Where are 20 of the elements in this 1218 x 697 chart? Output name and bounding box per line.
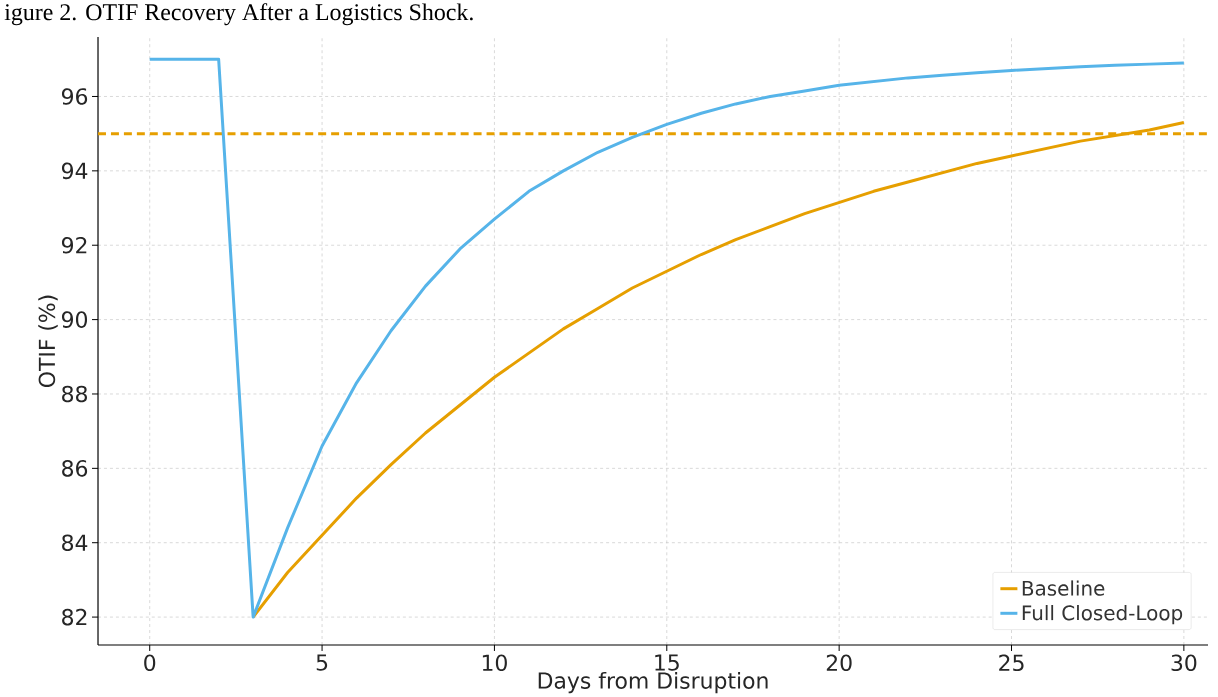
y-tick-label: 88 xyxy=(62,385,87,403)
x-tick-label: 20 xyxy=(826,654,852,672)
y-tick-label: 96 xyxy=(61,88,88,105)
y-tick-label: 82 xyxy=(62,608,87,626)
legend-label: Baseline xyxy=(1022,580,1105,596)
y-tick-label: 94 xyxy=(61,162,88,180)
y-tick-label: 86 xyxy=(62,460,88,477)
x-tick-label: 30 xyxy=(1171,654,1197,672)
y-tick-label: 84 xyxy=(62,534,88,552)
legend-label: Full Closed-Loop xyxy=(1022,604,1183,625)
y-axis-title: OTIF (%) xyxy=(38,295,58,388)
y-tick-label: 92 xyxy=(61,236,87,254)
x-tick-label: 25 xyxy=(999,654,1024,672)
y-tick-label: 90 xyxy=(61,311,88,328)
x-tick-label: 0 xyxy=(144,654,156,672)
x-tick-label: 10 xyxy=(482,654,507,672)
x-axis-title: Days from Disruption xyxy=(538,671,768,694)
x-tick-label: 5 xyxy=(316,654,328,671)
chart-title: igure 2. OTIF Recovery After a Logistics Shock. xyxy=(4,3,473,26)
x-tick-label: 15 xyxy=(655,654,679,671)
